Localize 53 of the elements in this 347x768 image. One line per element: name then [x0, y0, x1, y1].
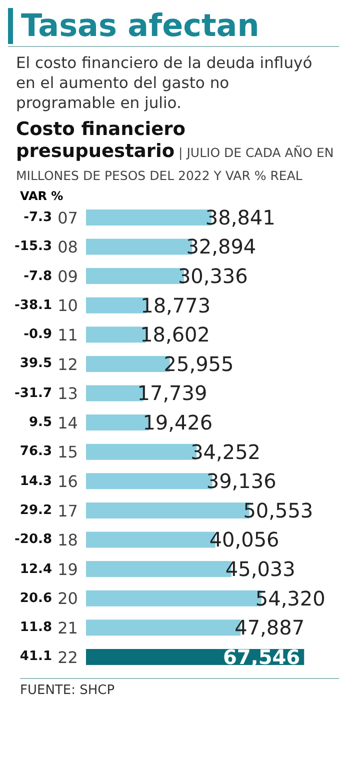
data-label: 39,136 — [206, 469, 276, 494]
chart-title: Tasas afectan — [21, 8, 260, 44]
data-label: 38,841 — [205, 205, 276, 230]
y-tick-label: 10 — [58, 296, 78, 316]
x-axis-title: Costo financiero presupuestario | JULIO DE CADA AÑO EN MILLONES DE PESOS DEL 2022 Y VAR % REAL — [16, 119, 334, 183]
data-label: 19,426 — [142, 410, 213, 435]
data-label: 45,033 — [225, 557, 296, 582]
data-label: 54,320 — [255, 586, 326, 610]
data-label: 50,553 — [243, 498, 314, 522]
text: 41.1 — [18, 648, 52, 666]
text: -31.7 — [14, 384, 52, 403]
y-tick-label: 08 — [58, 238, 78, 257]
data-label: 34,252 — [190, 440, 261, 464]
text: -15.3 — [14, 238, 52, 256]
y-tick-label: 07 — [58, 208, 78, 228]
text: 39.5 — [18, 355, 52, 374]
text: 9.5 — [28, 414, 52, 432]
data-label: 25,955 — [164, 352, 234, 376]
data-label: 47,887 — [234, 616, 305, 640]
y-tick-label: 17 — [58, 501, 78, 520]
data-label: 30,336 — [178, 264, 248, 288]
text: -20.8 — [14, 531, 52, 550]
y-tick-label: 21 — [58, 618, 78, 638]
y-tick-label: 20 — [58, 589, 78, 608]
y-tick-label: 12 — [58, 354, 78, 374]
y-tick-label: 19 — [58, 560, 78, 579]
data-label: 67,546 — [222, 644, 300, 669]
data-label: 17,739 — [137, 381, 208, 406]
chart-subtitle: El costo financiero de la deuda influyó en el aumento del gasto no programable en julio. — [16, 53, 314, 113]
y-tick-label: 16 — [58, 472, 78, 492]
data-label: 18,602 — [140, 322, 210, 347]
text: -7.3 — [22, 209, 52, 227]
y-tick-label: 14 — [58, 413, 78, 432]
text: 11.8 — [18, 619, 52, 638]
y-tick-label: 13 — [58, 384, 78, 404]
y-tick-label: 09 — [58, 266, 78, 286]
source-note: FUENTE: SHCP — [20, 678, 339, 698]
text: 20.6 — [18, 590, 52, 608]
data-label: 18,773 — [140, 293, 211, 318]
y-tick-label: 22 — [58, 648, 78, 667]
text: 12.4 — [18, 560, 52, 579]
data-label: 40,056 — [209, 528, 280, 552]
text: -0.9 — [22, 326, 52, 344]
text: 29.2 — [18, 502, 52, 520]
text: -38.1 — [14, 296, 52, 315]
text: 76.3 — [18, 443, 52, 462]
y-tick-label: 11 — [58, 326, 78, 345]
text: -7.8 — [22, 268, 52, 286]
legend-title: VAR % — [20, 189, 64, 203]
y-tick-label: 18 — [58, 530, 78, 550]
y-tick-label: 15 — [58, 442, 78, 462]
data-label: 32,894 — [186, 234, 256, 259]
text: 14.3 — [18, 472, 52, 491]
